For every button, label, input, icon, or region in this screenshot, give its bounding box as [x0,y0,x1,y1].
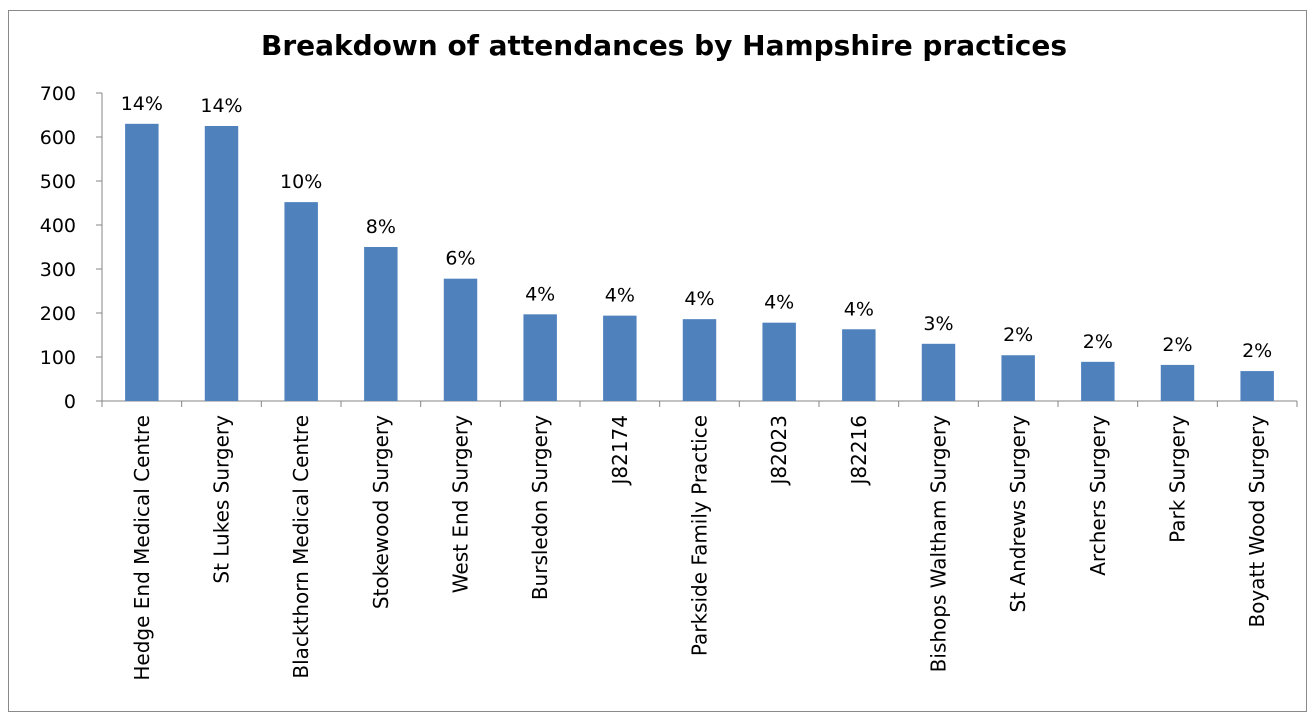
data-label: 4% [525,283,555,305]
x-tick-label: J82023 [767,415,791,487]
x-tick-label: West End Surgery [449,415,473,593]
bar [204,126,239,401]
x-tick-label: Blackthorn Medical Centre [289,415,313,679]
bar [364,247,398,401]
data-label: 2% [1003,324,1033,346]
data-label: 14% [121,93,163,115]
bar [682,319,717,401]
x-tick-label: St Andrews Surgery [1006,415,1030,613]
data-label: 6% [445,248,475,270]
y-tick-label: 600 [40,127,76,149]
data-label: 4% [844,298,874,320]
bar [125,123,159,402]
bar [523,314,557,401]
x-tick-label: Hedge End Medical Centre [130,415,154,681]
data-label: 14% [200,95,242,117]
x-tick-label: Park Surgery [1166,415,1190,543]
y-tick-label: 700 [40,83,76,105]
data-label: 8% [366,216,396,238]
data-label: 3% [923,313,953,335]
data-label: 4% [764,292,794,314]
y-tick-label: 100 [40,347,76,369]
y-tick-label: 0 [64,391,76,413]
bar [443,278,478,401]
x-tick-label: Parkside Family Practice [688,415,712,656]
data-label: 2% [1242,340,1272,362]
x-tick-label: Bursledon Surgery [528,415,552,600]
y-tick-label: 400 [40,215,76,237]
x-tick-label: Archers Surgery [1086,415,1110,576]
x-tick-label: Boyatt Wood Surgery [1245,415,1269,628]
bar [603,315,637,401]
data-label: 4% [605,285,635,307]
bar [1240,371,1274,401]
x-tick-label: Stokewood Surgery [369,415,393,609]
data-label: 4% [684,288,714,310]
x-tick-label: J82216 [847,415,871,487]
bar [284,202,318,401]
x-tick-label: Bishops Waltham Surgery [927,415,951,672]
x-tick-label: J82174 [608,415,632,487]
chart-title: Breakdown of attendances by Hampshire pr… [261,29,1067,62]
data-label: 10% [280,171,322,193]
data-label: 2% [1162,334,1192,356]
bar [1160,364,1195,401]
bar [842,329,876,401]
bar [1081,361,1115,401]
y-tick-label: 300 [40,259,76,281]
data-label: 2% [1083,331,1113,353]
bar [1001,355,1035,401]
x-tick-label: St Lukes Surgery [210,415,234,584]
bar [921,343,956,401]
bar [762,322,796,401]
y-tick-label: 500 [40,171,76,193]
y-tick-label: 200 [40,303,76,325]
